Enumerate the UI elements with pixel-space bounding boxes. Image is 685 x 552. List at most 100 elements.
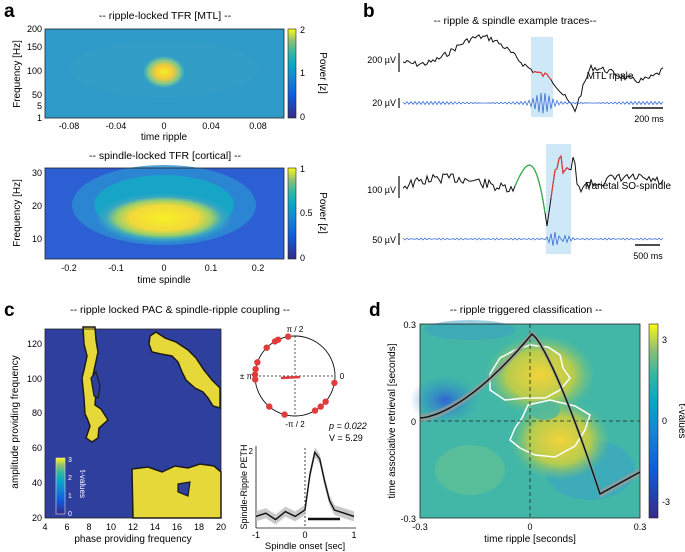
classification-xtick: -0.3 xyxy=(412,522,428,532)
polar-p-value: p = 0.022 xyxy=(328,421,367,431)
spindle-tfr-ytick: 30 xyxy=(32,168,42,178)
phase-dot xyxy=(254,359,261,366)
pac-xtick: 4 xyxy=(42,522,47,532)
ripple-tfr-xtick: 0.04 xyxy=(202,121,220,131)
classification-cbar-label: t-values xyxy=(676,403,685,438)
classification-xtick: 0.3 xyxy=(634,522,647,532)
peth-xtick: 0 xyxy=(302,530,307,540)
spindle-tfr-cbar-tick: 1 xyxy=(300,164,305,174)
polar-label-bottom: -π / 2 xyxy=(285,420,305,429)
spindle-tfr-colorbar xyxy=(287,167,297,260)
mean-vector xyxy=(280,375,301,380)
pac-ytick: 80 xyxy=(32,408,42,418)
pac-xtick: 12 xyxy=(128,522,138,532)
pac-cbar-tick: 0 xyxy=(68,511,72,518)
ripple-tfr-cbar-tick: 2 xyxy=(300,25,305,35)
pac-cbar-tick: 3 xyxy=(68,457,72,464)
classification-xlabel: time ripple [seconds] xyxy=(484,534,576,545)
spindle-scale-1: 100 µV xyxy=(367,185,396,195)
spindle-tfr-cbar-tick: 0 xyxy=(300,253,305,263)
pac-ytick: 40 xyxy=(32,478,42,488)
panel-b-title: -- ripple & spindle example traces-- xyxy=(434,15,597,27)
ripple-tfr-cbar-tick: 1 xyxy=(300,68,305,78)
classification-ytick: 0 xyxy=(411,417,416,427)
spindle-timebar: 500 ms xyxy=(633,251,663,261)
panel-letter-b: b xyxy=(363,1,375,22)
classification-ytick: 0.3 xyxy=(403,320,416,330)
peth-xtick: -1 xyxy=(252,530,260,540)
panel-c-title: -- ripple locked PAC & spindle-ripple co… xyxy=(70,304,290,316)
spindle-tfr-xtick: -0.1 xyxy=(108,263,124,273)
ripple-tfr-xtick: -0.04 xyxy=(106,121,127,131)
ripple-tfr-cbar-tick: 0 xyxy=(300,112,305,122)
phase-polar-plot xyxy=(251,333,338,418)
panel-letter-c: c xyxy=(4,300,15,321)
ripple-tfr-ytick: 5 xyxy=(37,101,42,111)
panel-d-title: -- ripple triggered classification -- xyxy=(450,304,603,316)
classification-cbar-tick: 3 xyxy=(662,335,667,345)
ripple-tfr-xtick: 0 xyxy=(161,121,166,131)
polar-label-top: π / 2 xyxy=(287,325,304,334)
spindle-scale-2: 50 µV xyxy=(372,235,396,245)
spindle-tfr-xlabel: time spindle xyxy=(137,275,191,286)
pac-heatmap xyxy=(44,326,222,519)
spindle-tfr-xtick: 0.1 xyxy=(205,263,218,273)
mtl-ripple-segment xyxy=(532,70,552,80)
parietal-filtered-trace xyxy=(402,231,664,246)
pac-xtick: 20 xyxy=(216,522,226,532)
pac-xtick: 8 xyxy=(86,522,91,532)
spindle-tfr-cbar-label: Power [z] xyxy=(317,192,328,234)
phase-dot xyxy=(274,336,282,343)
panel-letter-d: d xyxy=(369,300,381,321)
spindle-tfr-ylabel: Frequency [Hz] xyxy=(12,179,23,247)
ripple-tfr-ylabel: Frequency [Hz] xyxy=(12,40,23,108)
phase-dot xyxy=(317,403,324,410)
parietal-label: Parietal SO-spindle xyxy=(585,181,672,192)
pac-ylabel: amplitude providing frequency xyxy=(10,355,21,488)
phase-dot xyxy=(311,407,319,414)
peth-ytick: 2 xyxy=(249,447,254,456)
phase-dot xyxy=(252,365,259,373)
pac-xtick: 14 xyxy=(150,522,160,532)
ripple-tfr-ytick: 50 xyxy=(32,90,42,100)
spindle-tfr-ytick: 20 xyxy=(32,201,42,211)
peth-plot xyxy=(255,446,356,529)
ripple-tfr-colorbar xyxy=(287,28,297,119)
polar-v-value: V = 5.29 xyxy=(329,433,363,443)
phase-dot xyxy=(281,411,288,418)
phase-dot xyxy=(252,376,259,383)
spindle-segment xyxy=(550,154,570,199)
classification-heatmap xyxy=(410,320,641,519)
pac-ytick: 120 xyxy=(27,339,42,349)
ripple-tfr-ytick: 1 xyxy=(37,113,42,123)
panel-a-bottom-title: -- spindle-locked TFR [cortical] -- xyxy=(89,150,242,162)
polar-label-left: ± π xyxy=(240,372,253,381)
ripple-tfr-ytick: 150 xyxy=(27,42,42,52)
pac-ytick: 20 xyxy=(32,513,42,523)
ripple-scale-2: 20 µV xyxy=(372,98,396,108)
peth-xlabel: Spindle onset [sec] xyxy=(265,541,345,552)
ripple-tfr-ytick: 200 xyxy=(27,24,42,34)
peth-xtick: 1 xyxy=(351,530,356,540)
spindle-tfr-ytick: 10 xyxy=(32,234,42,244)
mtl-ripple-label: MTL ripple xyxy=(587,71,634,82)
classification-ylabel: time associative retrieval [seconds] xyxy=(387,343,398,498)
pac-ytick: 100 xyxy=(27,374,42,384)
ripple-tfr-ytick: 100 xyxy=(27,66,42,76)
spindle-tfr-xtick: 0.2 xyxy=(252,263,265,273)
pac-xtick: 10 xyxy=(106,522,116,532)
panel-a-top-title: -- ripple-locked TFR [MTL] -- xyxy=(99,10,232,22)
pac-xlabel: phase providing frequency xyxy=(74,534,191,545)
peth-ylabel: Spindle-Ripple PETH xyxy=(239,444,249,529)
classification-cbar-tick: 0 xyxy=(662,416,667,426)
ripple-tfr-cbar-label: Power [z] xyxy=(317,52,328,94)
phase-dot xyxy=(266,403,273,410)
phase-dot xyxy=(263,344,270,351)
spindle-tfr-xtick: 0 xyxy=(161,263,166,273)
polar-label-right: 0 xyxy=(340,372,345,381)
ripple-tfr-xtick: -0.08 xyxy=(59,121,80,131)
pac-cbar-label: t-values xyxy=(78,470,87,498)
slow-oscillation-segment xyxy=(514,164,546,213)
phase-dot xyxy=(284,333,292,340)
pac-cbar-tick: 2 xyxy=(68,475,72,482)
